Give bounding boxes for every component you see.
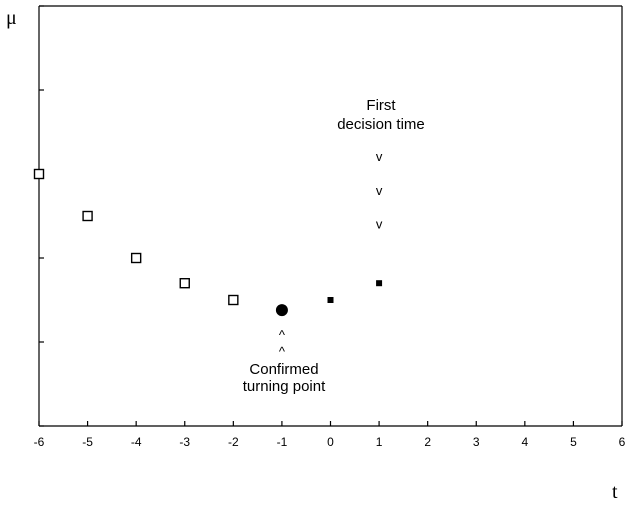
x-tick-label: -3 — [179, 435, 190, 449]
data-point-open-square — [228, 294, 239, 306]
decision-marker: v — [376, 183, 383, 198]
x-tick-label: 5 — [570, 435, 577, 449]
decision-marker: v — [376, 216, 383, 231]
x-tick-label: 3 — [473, 435, 480, 449]
x-tick-label: 4 — [521, 435, 528, 449]
turning-marker: ^ — [279, 344, 286, 359]
decision-marker: v — [376, 149, 383, 164]
turning-annotation-line-2: turning point — [243, 378, 326, 395]
data-point-filled-circle — [275, 304, 288, 317]
data-point-open-square — [82, 210, 93, 222]
plot-frame — [38, 5, 623, 427]
decision-annotation-line-2: decision time — [337, 116, 425, 133]
turning-annotation-line-1: Confirmed — [249, 361, 318, 378]
x-tick-label: -5 — [82, 435, 93, 449]
data-point-filled-square — [376, 280, 383, 287]
x-tick-label: -2 — [228, 435, 239, 449]
decision-annotation-line-1: First — [366, 97, 396, 114]
turning-marker: ^ — [279, 327, 286, 342]
x-tick-label: 1 — [376, 435, 383, 449]
y-ticks — [39, 5, 44, 427]
y-axis-label: μ — [6, 7, 17, 29]
data-point-open-square — [179, 278, 190, 289]
x-ticks: -6 -5 -4 -3 -2 -1 0 1 2 3 4 5 6 — [34, 421, 625, 449]
x-tick-label: 0 — [327, 435, 334, 449]
data-points — [33, 168, 383, 317]
x-axis-label: t — [612, 481, 618, 503]
data-point-open-square — [130, 252, 142, 264]
x-tick-label: -1 — [277, 435, 288, 449]
x-tick-label: 2 — [424, 435, 431, 449]
data-point-filled-square — [327, 297, 334, 303]
annotations: First decision time Confirmed turning po… — [243, 97, 425, 395]
data-point-open-square — [33, 168, 45, 180]
x-tick-label: -6 — [34, 435, 45, 449]
x-tick-label: -4 — [131, 435, 142, 449]
annotation-markers: v v v ^ ^ — [279, 149, 383, 359]
x-tick-label: 6 — [619, 435, 625, 449]
